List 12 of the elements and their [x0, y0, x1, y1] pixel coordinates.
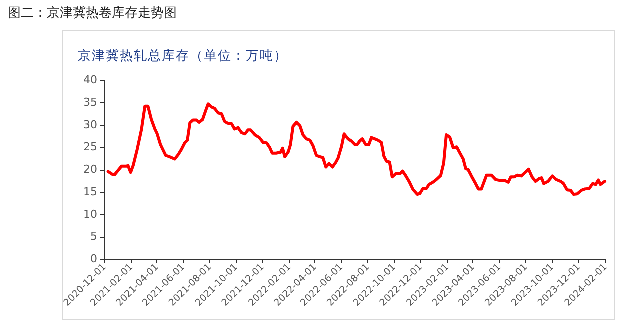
y-tick-label: 10	[84, 208, 98, 221]
y-tick-label: 20	[84, 163, 98, 176]
y-tick-label: 0	[90, 252, 98, 266]
y-tick-label: 40	[84, 74, 98, 86]
y-tick-label: 35	[84, 96, 98, 109]
chart-title: 图二：京津冀热卷库存走势图	[8, 5, 177, 22]
line-series	[106, 102, 606, 196]
y-tick-label: 5	[90, 230, 98, 244]
y-tick-label: 30	[84, 118, 98, 132]
y-tick-label: 15	[84, 185, 98, 198]
chart-subtitle: 京津冀热轧总库存（单位：万吨）	[78, 48, 288, 65]
y-tick-label: 25	[84, 140, 98, 154]
